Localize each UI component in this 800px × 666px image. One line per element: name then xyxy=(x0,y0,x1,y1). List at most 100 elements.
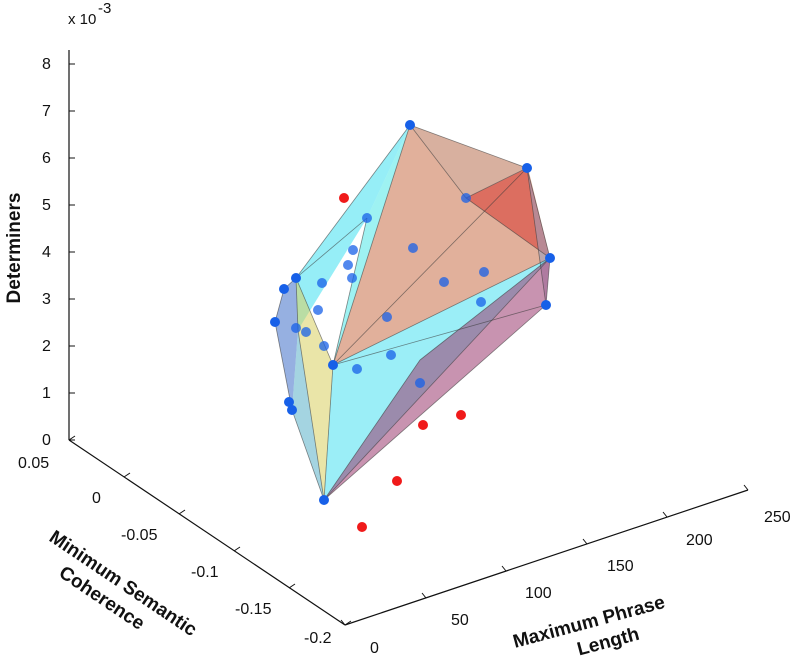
y-tick-label: -0.2 xyxy=(304,630,332,647)
z-axis-title: Determiners xyxy=(4,193,25,304)
data-point-hull-vertex xyxy=(287,405,297,415)
hull-face xyxy=(466,168,550,258)
data-point-inside xyxy=(386,350,396,360)
x-axis-line xyxy=(344,489,749,626)
x-tick-labels: 0 50 100 150 200 250 xyxy=(370,509,791,657)
z-tick-label: 5 xyxy=(42,197,51,214)
hull-edge xyxy=(332,257,551,366)
hull-edges xyxy=(274,124,551,501)
hull-edge xyxy=(545,257,551,306)
data-point-inside xyxy=(479,267,489,277)
x-tick-label: 150 xyxy=(607,558,634,575)
hull-edge xyxy=(295,124,411,279)
hull-edge xyxy=(409,124,528,169)
z-tick-labels: 0 1 2 3 4 5 6 7 8 xyxy=(42,56,51,449)
hull-edge xyxy=(274,288,285,323)
x-tick-label: 0 xyxy=(370,640,379,657)
y-ticks xyxy=(68,435,352,626)
hull-edge xyxy=(526,167,547,306)
hull-edge xyxy=(526,167,551,259)
data-point-hull-vertex xyxy=(522,163,532,173)
data-point-inside xyxy=(476,297,486,307)
data-point-inside xyxy=(382,312,392,322)
z-exponent-power: -3 xyxy=(98,0,111,17)
hull-edge xyxy=(295,277,334,366)
hull-edge xyxy=(332,124,411,366)
x-tick-label: 250 xyxy=(764,509,791,526)
x-tick-label: 100 xyxy=(525,585,552,602)
points-layer xyxy=(270,120,555,532)
data-point-hull-vertex xyxy=(405,120,415,130)
y-axis-title: Minimum Semantic Coherence xyxy=(45,527,201,641)
z-tick-label: 0 xyxy=(42,432,51,449)
x-axis-title: Maximum Phrase Length xyxy=(511,592,667,660)
x-tick-label: 50 xyxy=(451,612,469,629)
y-tick-label: -0.1 xyxy=(191,564,219,581)
hull-edge xyxy=(323,364,334,501)
x-ticks xyxy=(340,484,749,626)
data-point-inside xyxy=(301,327,311,337)
data-point-outside xyxy=(339,193,349,203)
hull-edge xyxy=(332,304,547,366)
data-point-inside xyxy=(313,305,323,315)
hull-edge xyxy=(332,167,528,366)
data-point-hull-vertex xyxy=(279,284,289,294)
hull-edge xyxy=(465,167,528,199)
data-point-inside xyxy=(352,364,362,374)
z-tick-label: 1 xyxy=(42,385,51,402)
y-tick-label: 0 xyxy=(92,490,101,507)
hull-face xyxy=(292,330,324,500)
data-point-inside xyxy=(408,243,418,253)
data-point-outside xyxy=(357,522,367,532)
data-point-hull-vertex xyxy=(541,300,551,310)
data-point-inside xyxy=(343,260,353,270)
y-axis-line xyxy=(68,439,346,626)
data-point-inside xyxy=(291,323,301,333)
data-point-outside xyxy=(392,476,402,486)
data-point-hull-vertex xyxy=(270,317,280,327)
hull-edge xyxy=(409,124,467,199)
data-point-hull-vertex xyxy=(284,397,294,407)
z-exponent-base: x 10 xyxy=(68,11,96,28)
data-point-inside xyxy=(461,193,471,203)
hull-edge xyxy=(295,277,299,331)
hull-face xyxy=(275,278,298,410)
z-exponent: x 10 -3 xyxy=(68,0,111,28)
hull-face xyxy=(410,125,527,198)
data-point-inside xyxy=(347,273,357,283)
y-tick-labels: 0.05 0 -0.05 -0.1 -0.15 -0.2 xyxy=(18,455,332,647)
data-point-hull-vertex xyxy=(328,360,338,370)
hull-edge xyxy=(291,409,325,501)
hull-edge xyxy=(419,257,551,361)
z-tick-label: 8 xyxy=(42,56,51,73)
hull-edge xyxy=(297,329,325,501)
hull-edge xyxy=(465,197,551,259)
z-tick-label: 7 xyxy=(42,103,51,120)
z-tick-label: 3 xyxy=(42,291,51,308)
data-point-inside xyxy=(439,277,449,287)
y-tick-label: -0.15 xyxy=(235,601,272,618)
hull-edge xyxy=(332,217,368,366)
data-point-inside xyxy=(362,213,372,223)
z-tick-label: 6 xyxy=(42,150,51,167)
z-tick-label: 2 xyxy=(42,338,51,355)
hull-edge xyxy=(323,257,551,501)
z-tick-label: 4 xyxy=(42,244,51,261)
data-point-hull-vertex xyxy=(291,273,301,283)
z-ticks xyxy=(69,63,75,441)
data-point-inside xyxy=(317,278,327,288)
hull-edge xyxy=(274,321,293,411)
data-point-outside xyxy=(418,420,428,430)
data-point-inside xyxy=(319,341,329,351)
y-tick-label: -0.05 xyxy=(121,527,158,544)
data-point-outside xyxy=(456,410,466,420)
hull-edge xyxy=(295,217,368,279)
data-point-hull-vertex xyxy=(319,495,329,505)
hull-edge xyxy=(323,359,421,501)
data-point-inside xyxy=(415,378,425,388)
x-tick-label: 200 xyxy=(686,532,713,549)
y-tick-label: 0.05 xyxy=(18,455,49,472)
data-point-inside xyxy=(348,245,358,255)
hull-edge xyxy=(323,304,547,501)
